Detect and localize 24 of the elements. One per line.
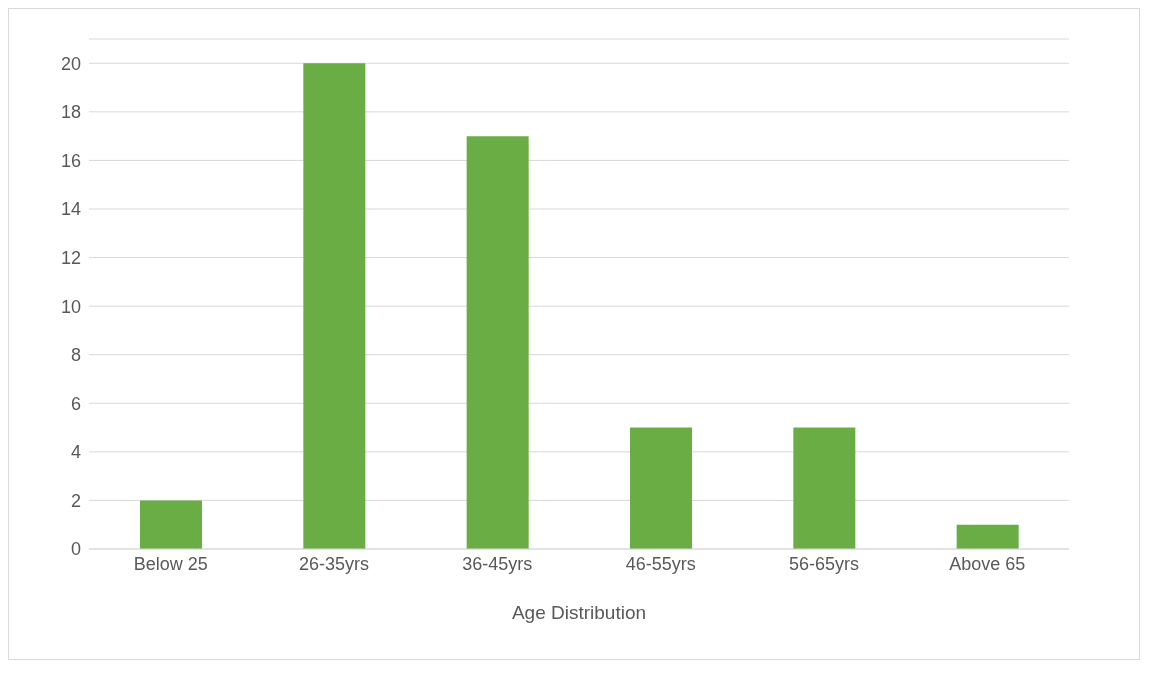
bar: [140, 500, 202, 549]
y-tick-label: 6: [70, 393, 81, 414]
x-tick-label: 56-65yrs: [788, 553, 860, 574]
x-tick-label: 26-35yrs: [298, 553, 370, 574]
x-axis-title: Age Distribution: [511, 602, 647, 623]
y-tick-label: 4: [70, 442, 81, 463]
y-tick-label: 0: [70, 539, 81, 560]
y-tick-label: 12: [60, 247, 81, 268]
x-tick-label: 36-45yrs: [462, 553, 533, 574]
bar: [630, 427, 692, 549]
bar: [956, 524, 1019, 549]
y-tick-label: 8: [70, 345, 81, 366]
y-tick-label: 18: [60, 102, 81, 123]
bar: [793, 427, 856, 549]
x-tick-label: Below 25: [133, 553, 208, 574]
x-tick-label: 46-55yrs: [625, 553, 696, 574]
y-tick-label: 2: [70, 490, 81, 511]
bar: [466, 136, 529, 549]
y-tick-label: 14: [60, 199, 81, 220]
bar: [303, 63, 366, 549]
y-tick-label: 20: [60, 53, 81, 74]
x-tick-label: Above 65: [949, 553, 1026, 574]
y-tick-label: 10: [60, 296, 81, 317]
y-tick-label: 16: [60, 150, 81, 171]
